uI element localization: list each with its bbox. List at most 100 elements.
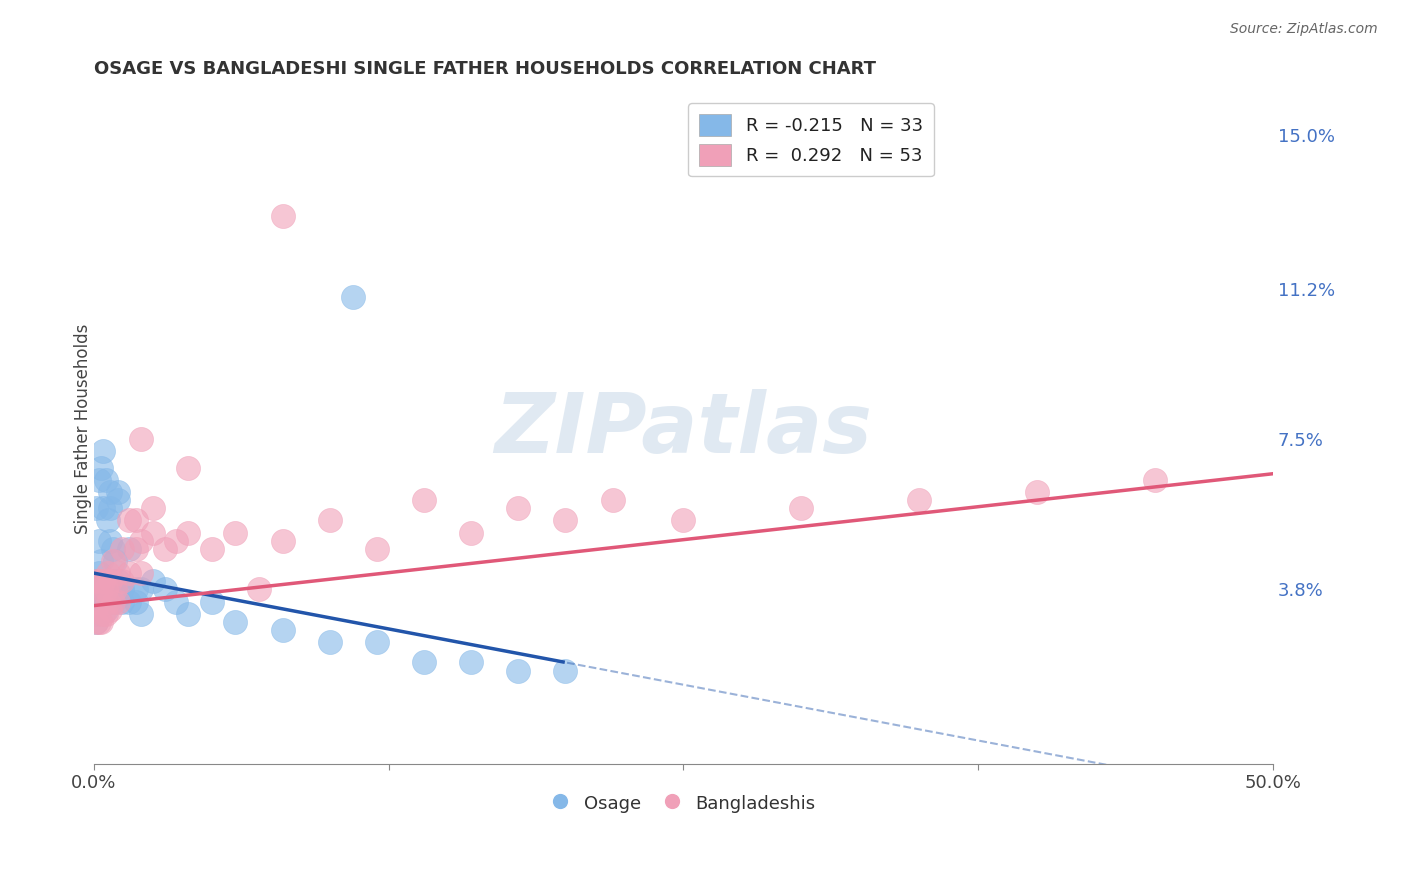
Point [104,582,127,597]
Point [107,485,129,500]
Point [142,525,165,540]
Point [100,533,122,548]
Point [93,582,115,597]
Point [508,664,530,678]
Point [87,473,110,487]
Point [107,591,129,605]
Point [94,602,117,616]
Legend: Osage, Bangladeshis: Osage, Bangladeshis [544,785,823,822]
Point [125,594,148,608]
Point [118,594,141,608]
Point [165,533,187,548]
Point [111,594,134,608]
Point [94,473,117,487]
Point [125,582,148,597]
Point [271,209,294,223]
Point [101,594,124,608]
Point [142,574,165,589]
Text: Source: ZipAtlas.com: Source: ZipAtlas.com [1230,22,1378,37]
Point [118,513,141,527]
Point [153,541,176,556]
Point [87,599,110,613]
Point [93,501,115,516]
Point [118,566,141,581]
Point [97,594,120,608]
Point [318,635,340,649]
Point [84,582,107,597]
Point [97,594,120,608]
Point [366,541,388,556]
Point [87,582,110,597]
Point [224,525,246,540]
Point [94,607,117,621]
Point [201,541,224,556]
Point [554,664,576,678]
Point [129,607,152,621]
Point [318,513,340,527]
Point [93,444,115,458]
Point [342,290,364,304]
Point [129,582,152,597]
Point [125,513,148,527]
Point [84,586,107,600]
Point [1143,473,1166,487]
Point [177,607,200,621]
Point [101,541,124,556]
Point [90,554,112,568]
Point [94,591,117,605]
Point [100,501,122,516]
Point [554,513,576,527]
Point [460,656,482,670]
Point [508,501,530,516]
Point [93,607,115,621]
Point [224,615,246,629]
Point [87,566,110,581]
Point [101,554,124,568]
Point [602,493,624,508]
Point [118,541,141,556]
Point [908,493,931,508]
Point [84,607,107,621]
Point [107,594,129,608]
Point [165,594,187,608]
Point [94,582,117,597]
Y-axis label: Single Father Households: Single Father Households [75,324,91,534]
Point [672,513,695,527]
Point [84,594,107,608]
Point [84,615,107,629]
Point [1026,485,1049,500]
Point [177,460,200,475]
Point [460,525,482,540]
Point [107,566,129,581]
Point [111,574,134,589]
Point [84,574,107,589]
Point [101,594,124,608]
Point [90,594,112,608]
Point [100,574,122,589]
Point [177,525,200,540]
Point [111,541,134,556]
Point [104,554,127,568]
Text: ZIPatlas: ZIPatlas [495,389,872,469]
Point [271,623,294,637]
Point [100,485,122,500]
Text: OSAGE VS BANGLADESHI SINGLE FATHER HOUSEHOLDS CORRELATION CHART: OSAGE VS BANGLADESHI SINGLE FATHER HOUSE… [94,60,876,78]
Point [84,574,107,589]
Point [87,574,110,589]
Point [271,533,294,548]
Point [87,615,110,629]
Point [84,591,107,605]
Point [93,594,115,608]
Point [90,582,112,597]
Point [111,582,134,597]
Point [90,460,112,475]
Point [129,566,152,581]
Point [101,574,124,589]
Point [90,615,112,629]
Point [97,513,120,527]
Point [413,493,436,508]
Point [366,635,388,649]
Point [87,594,110,608]
Point [87,594,110,608]
Point [107,493,129,508]
